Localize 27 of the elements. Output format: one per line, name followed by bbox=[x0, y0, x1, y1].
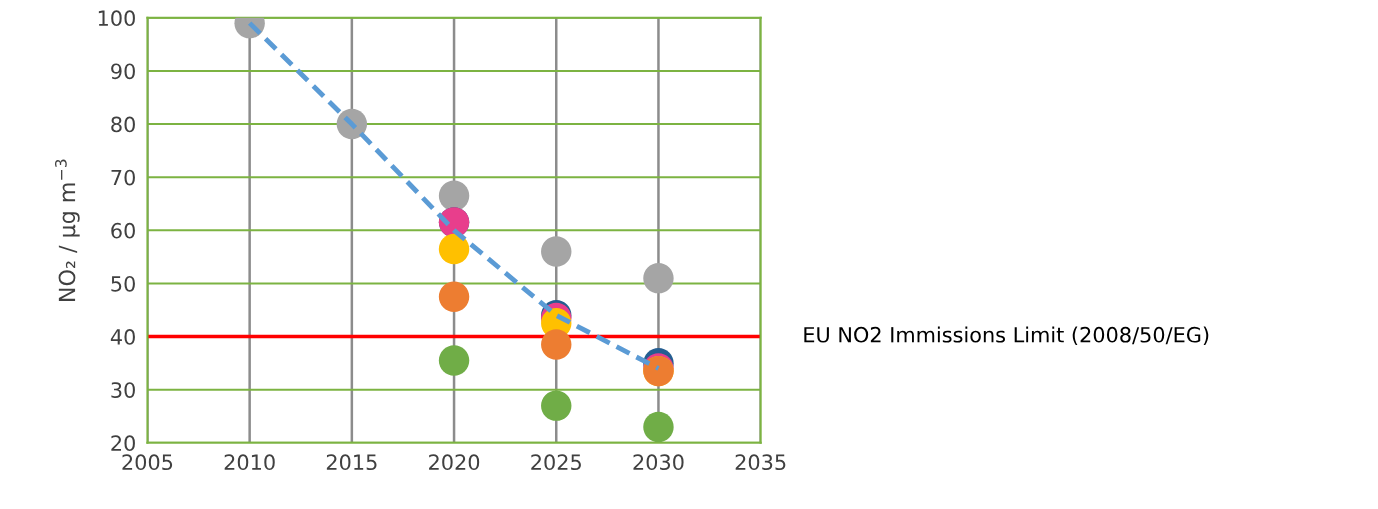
x-tick-label: 2035 bbox=[735, 454, 786, 471]
y-tick-label: 30 bbox=[111, 382, 135, 398]
x-tick-label: 2030 bbox=[633, 454, 684, 471]
y-tick-label: 70 bbox=[111, 169, 135, 186]
x-tick-label: 2020 bbox=[429, 454, 480, 471]
ref-line-label: EU NO2 Immissions Limit (2008/50/EG) bbox=[804, 326, 1209, 346]
y-tick-label: 60 bbox=[111, 222, 135, 239]
y-tick-label: 50 bbox=[111, 275, 135, 292]
point bbox=[438, 345, 470, 376]
y-tick-label: 80 bbox=[111, 116, 135, 133]
point bbox=[541, 329, 572, 360]
x-tick-label: 2010 bbox=[224, 454, 275, 471]
point bbox=[643, 262, 674, 294]
x-tick-label: 2025 bbox=[531, 454, 581, 471]
x-tick-label: 2005 bbox=[122, 454, 173, 471]
y-tick-label: 40 bbox=[110, 329, 135, 345]
point bbox=[541, 236, 572, 267]
x-tick-label: 2015 bbox=[326, 454, 377, 471]
point bbox=[438, 233, 470, 265]
y-tick-label: 90 bbox=[111, 63, 135, 80]
point bbox=[438, 180, 470, 211]
y-axis-title: NO₂ / µg m$^{−3}$ bbox=[55, 159, 80, 301]
point bbox=[643, 411, 674, 443]
point bbox=[438, 281, 470, 312]
y-tick-label: 100 bbox=[98, 10, 135, 27]
y-tick-label: 20 bbox=[111, 435, 135, 452]
point bbox=[541, 390, 572, 421]
